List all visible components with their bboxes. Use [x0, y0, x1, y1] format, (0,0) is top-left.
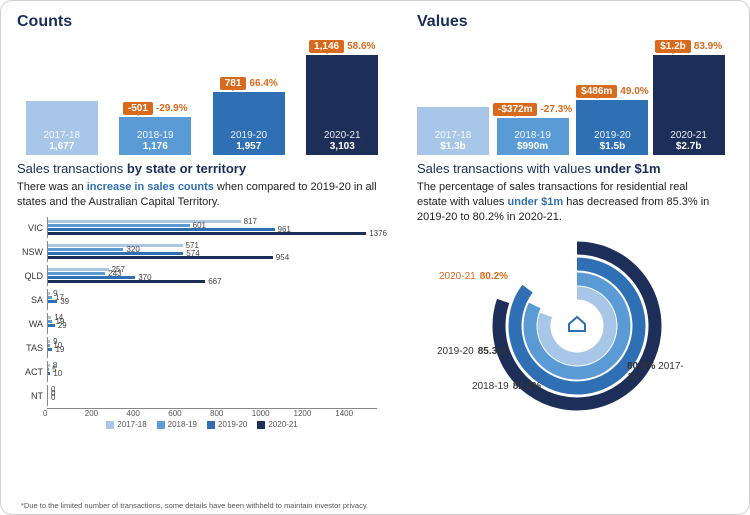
- state-hbar-chart: VIC8176019611376NSW571320574954QLD257243…: [17, 216, 387, 429]
- values-title: Values: [417, 13, 717, 31]
- counts-bar-chart: 2017-181,677-501-29.9%2018-191,17678166.…: [17, 35, 387, 155]
- left-intro: There was an increase in sales counts wh…: [17, 180, 387, 210]
- left-subtitle: Sales transactions by state or territory: [17, 161, 387, 176]
- radial-chart: 2020-2180.2%2019-2085.3%2018-1982.2%80.5…: [437, 231, 697, 421]
- counts-title: Counts: [17, 13, 387, 31]
- right-intro: The percentage of sales transactions for…: [417, 180, 717, 225]
- values-bar-chart: 2017-18$1.3b-$372m-27.3%2018-19$990m$486…: [417, 35, 717, 155]
- footnote: *Due to the limited number of transactio…: [21, 501, 368, 510]
- right-subtitle: Sales transactions with values under $1m: [417, 161, 717, 176]
